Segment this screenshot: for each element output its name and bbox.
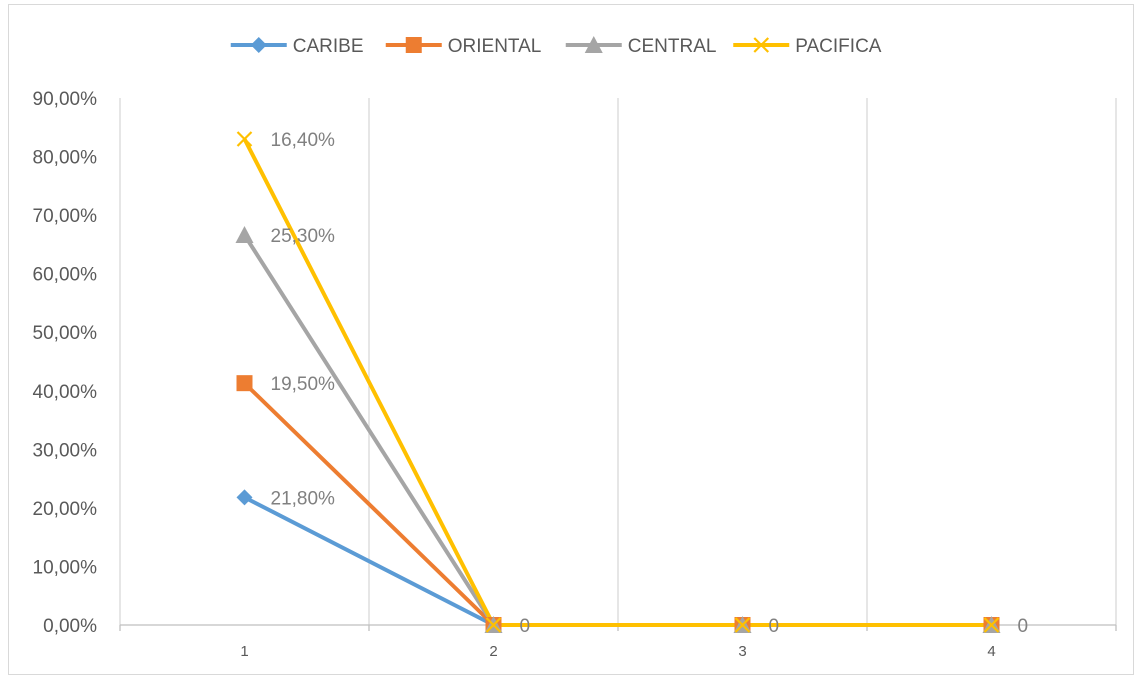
data-point-marker: [485, 617, 502, 633]
x-tick-label: 2: [489, 643, 497, 660]
data-point-marker: [250, 37, 267, 53]
data-label: 16,40%: [271, 130, 336, 151]
data-point-marker: [236, 489, 253, 506]
data-label: 19,50%: [271, 374, 336, 395]
legend-item-oriental: ORIENTAL: [385, 36, 542, 57]
legend-item-pacifica: PACIFICA: [733, 36, 882, 57]
line-chart: 0,00% 10,00% 20,00% 30,00% 40,00% 50,00% 60,00…: [33, 36, 1117, 660]
y-tick-label: 90,00%: [33, 89, 98, 110]
marker-stroke: [983, 617, 1000, 633]
data-point-marker: [405, 37, 422, 53]
y-tick-label: 60,00%: [33, 265, 98, 286]
data-label: 0: [520, 616, 531, 637]
y-tick-label: 40,00%: [33, 382, 98, 403]
marker-stroke: [734, 617, 751, 633]
legend-item-caribe: CARIBE: [230, 36, 364, 57]
data-point-marker: [584, 36, 603, 53]
data-label: 21,80%: [271, 488, 336, 509]
chart-area: 0,00% 10,00% 20,00% 30,00% 40,00% 50,00% 60,00…: [8, 4, 1134, 675]
marker-stroke: [236, 131, 253, 147]
series-line-pacifica: [242, 138, 992, 627]
x-tick-label: 1: [240, 643, 248, 660]
series: [235, 131, 1001, 633]
data-point-marker: [734, 617, 751, 633]
marker-stroke: [485, 617, 502, 633]
data-label: 25,30%: [271, 226, 336, 247]
data-point-marker: [236, 131, 253, 147]
y-tick-label: 10,00%: [33, 557, 98, 578]
y-tick-label: 50,00%: [33, 323, 98, 344]
data-labels: 21,80% 19,50% 25,30% 16,40% 0 0 0: [271, 130, 1029, 637]
data-point-marker: [753, 37, 770, 53]
y-tick-label: 80,00%: [33, 148, 98, 169]
x-tick-label: 4: [987, 643, 995, 660]
x-tick-label: 3: [738, 643, 746, 660]
gridlines: [119, 98, 1117, 625]
legend-label: ORIENTAL: [448, 36, 542, 57]
legend-label: CARIBE: [293, 36, 364, 57]
legend-item-central: CENTRAL: [565, 36, 717, 57]
data-point-marker: [983, 617, 1000, 633]
y-tick-label: 70,00%: [33, 206, 98, 227]
axes: 0,00% 10,00% 20,00% 30,00% 40,00% 50,00% 60,00…: [33, 89, 1117, 660]
data-point-marker: [236, 375, 253, 392]
legend-label: PACIFICA: [795, 36, 882, 57]
data-point-marker: [235, 226, 254, 244]
legend-label: CENTRAL: [628, 36, 717, 57]
y-tick-label: 0,00%: [43, 616, 97, 637]
y-tick-label: 20,00%: [33, 499, 98, 520]
data-label: 0: [769, 616, 780, 637]
marker-stroke: [753, 37, 770, 53]
y-tick-label: 30,00%: [33, 440, 98, 461]
legend: CARIBE ORIENTAL CENTRAL PACIFICA: [230, 36, 882, 57]
data-label: 0: [1018, 616, 1029, 637]
